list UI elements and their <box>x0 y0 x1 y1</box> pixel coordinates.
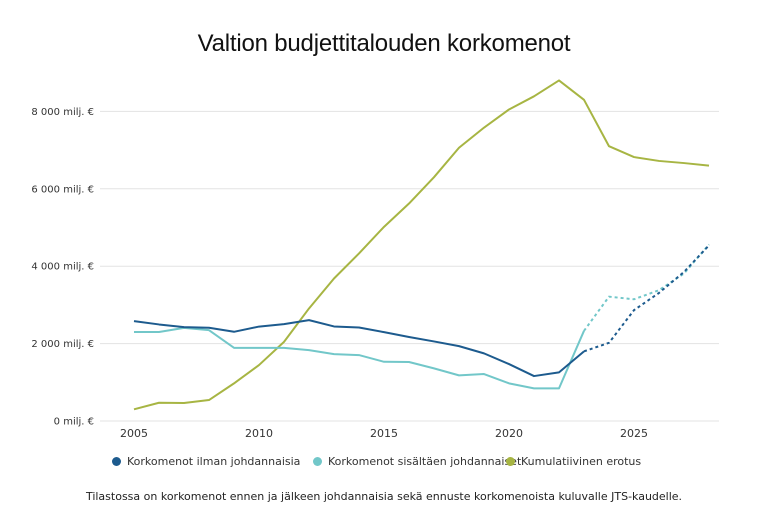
legend-label: Korkomenot sisältäen johdannaiset <box>328 455 522 468</box>
legend-dot-icon <box>506 457 515 466</box>
legend-dot-icon <box>112 457 121 466</box>
chart-caption: Tilastossa on korkomenot ennen ja jälkee… <box>85 490 683 503</box>
y-axis-ticks: 0 milj. € 2 000 milj. € 4 000 milj. € 6 000… <box>31 107 94 428</box>
legend-item-erotus[interactable]: Kumulatiivinen erotus <box>506 455 641 468</box>
grid-lines <box>100 110 719 422</box>
y-tick-label: 0 milj. € <box>54 417 94 428</box>
x-tick-label: 2020 <box>495 427 523 440</box>
legend-item-ilman[interactable]: Korkomenot ilman johdannaisia <box>112 455 300 468</box>
x-tick-label: 2015 <box>370 427 398 440</box>
x-tick-label: 2025 <box>620 427 648 440</box>
series-0 <box>133 244 710 378</box>
y-tick-label: 6 000 milj. € <box>31 184 94 195</box>
series-lines <box>133 79 710 411</box>
series-1 <box>133 243 710 390</box>
series-line-forecast <box>583 244 710 353</box>
series-2 <box>133 79 710 411</box>
x-axis-ticks: 2005 2010 2015 2020 2025 <box>120 427 648 440</box>
legend-dot-icon <box>313 457 322 466</box>
y-tick-label: 2 000 milj. € <box>31 339 94 350</box>
x-tick-label: 2010 <box>245 427 273 440</box>
series-line-erotus <box>133 79 710 411</box>
x-tick-label: 2005 <box>120 427 148 440</box>
y-tick-label: 8 000 milj. € <box>31 107 94 118</box>
legend-label: Korkomenot ilman johdannaisia <box>127 455 301 468</box>
series-line-actual <box>134 326 585 390</box>
legend: Korkomenot ilman johdannaisia Korkomenot… <box>0 455 768 473</box>
legend-label: Kumulatiivinen erotus <box>521 455 642 468</box>
chart-title: Valtion budjettitalouden korkomenot <box>197 30 571 57</box>
y-tick-label: 4 000 milj. € <box>31 262 94 273</box>
legend-item-sisaltaen[interactable]: Korkomenot sisältäen johdannaiset <box>313 455 521 468</box>
series-line-actual <box>133 319 585 378</box>
series-line-forecast <box>583 243 710 332</box>
